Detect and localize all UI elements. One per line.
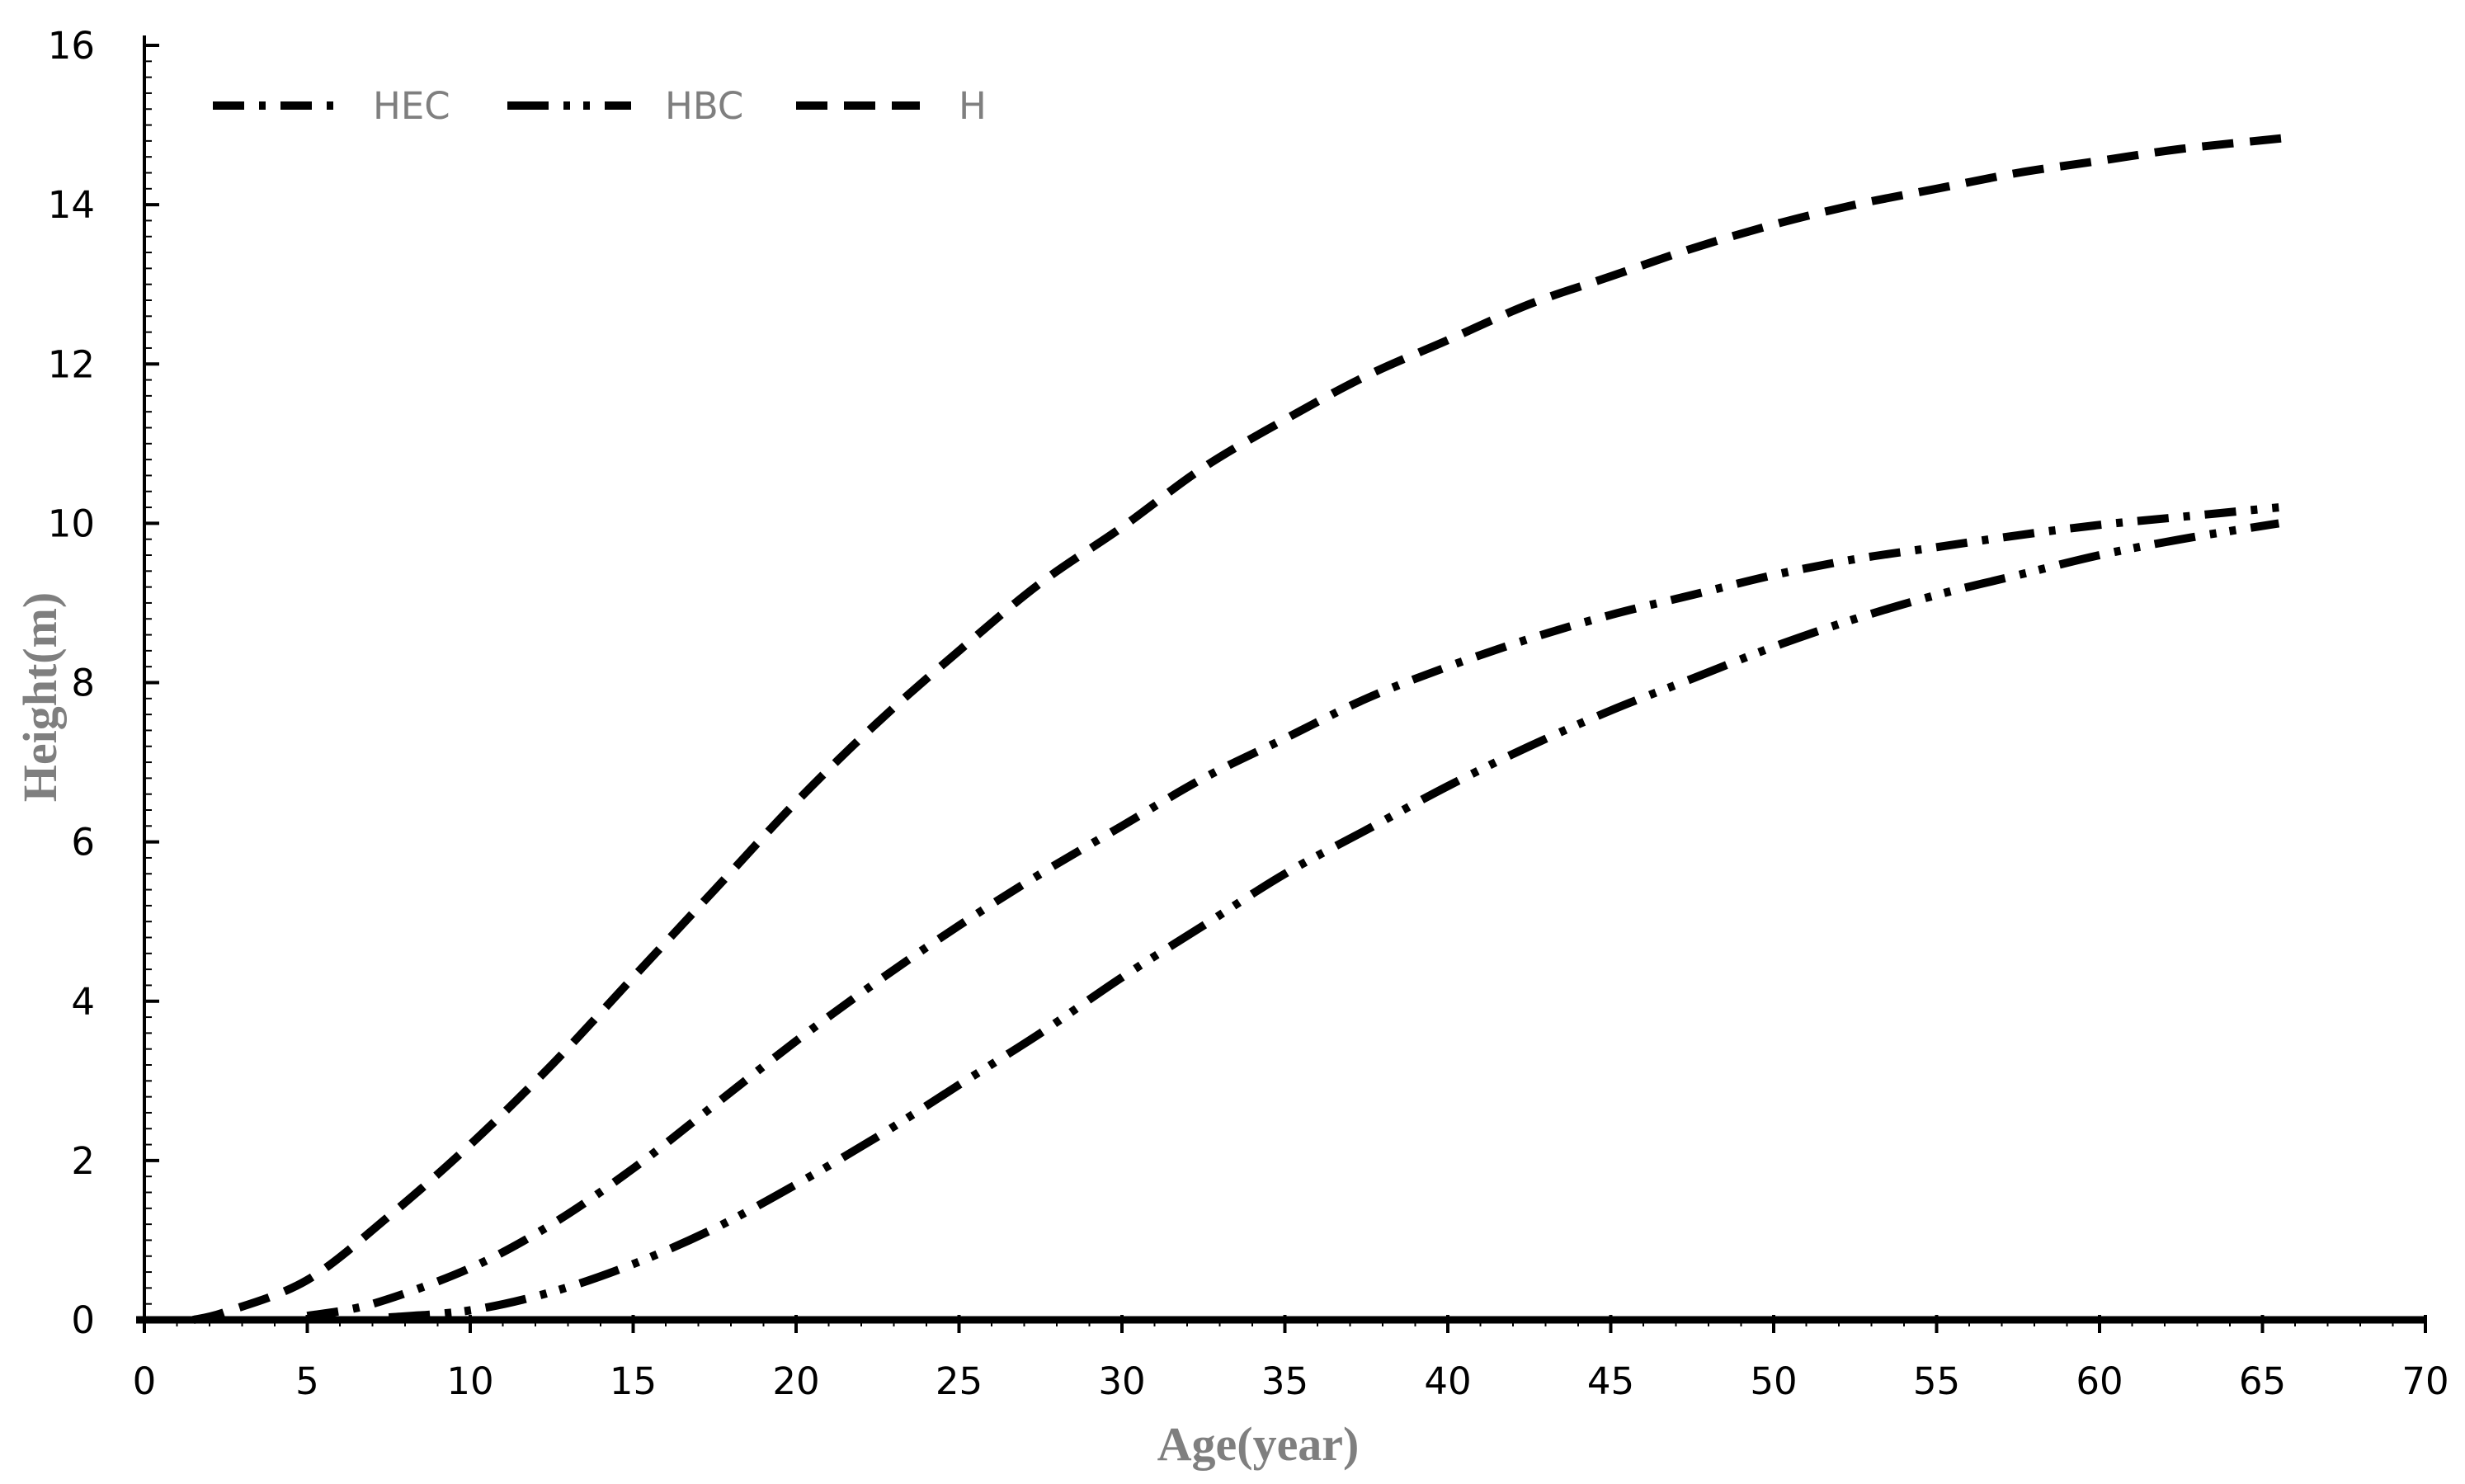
x-tick-label: 5 [295, 1359, 319, 1403]
series-line-hec [306, 503, 2279, 1321]
series-line-h [192, 133, 2296, 1324]
legend: HEC HBC H [213, 84, 987, 128]
x-axis-title: Age(year) [1157, 1417, 1360, 1471]
y-tick-label: 8 [71, 662, 95, 705]
y-tick-label: 2 [71, 1139, 95, 1183]
axes [136, 35, 2427, 1333]
x-tick-label: 15 [610, 1359, 657, 1403]
y-tick-label: 0 [71, 1298, 95, 1342]
y-axis-title: Height(m) [13, 592, 67, 803]
x-tick-label: 70 [2401, 1359, 2449, 1403]
x-tick-label: 50 [1750, 1359, 1797, 1403]
y-tick-label: 14 [48, 183, 95, 227]
y-tick-label: 4 [71, 980, 95, 1024]
legend-label-hbc: HBC [665, 84, 743, 128]
x-tick-label: 60 [2076, 1359, 2123, 1403]
x-tick-label: 10 [446, 1359, 493, 1403]
x-tick-label: 65 [2239, 1359, 2286, 1403]
plot-lines [192, 133, 2296, 1324]
x-tick-label: 35 [1261, 1359, 1308, 1403]
x-tick-label: 25 [936, 1359, 983, 1403]
legend-label-h: H [959, 84, 987, 128]
legend-label-hec: HEC [373, 84, 450, 128]
y-tick-label: 16 [48, 24, 95, 68]
y-tick-label: 12 [48, 342, 95, 386]
x-tick-label: 20 [772, 1359, 819, 1403]
y-tick-label: 6 [71, 821, 95, 864]
series-line-hbc [388, 519, 2280, 1322]
x-tick-label: 30 [1098, 1359, 1145, 1403]
tick-labels: 0 2 4 6 8 10 12 14 16 0 5 10 15 20 25 30 35 40 45 50 55 60 65 7… [48, 24, 2449, 1403]
x-tick-label: 45 [1587, 1359, 1634, 1403]
x-tick-label: 55 [1913, 1359, 1960, 1403]
x-tick-label: 40 [1424, 1359, 1471, 1403]
y-tick-label: 10 [48, 502, 95, 545]
x-tick-label: 0 [133, 1359, 157, 1403]
